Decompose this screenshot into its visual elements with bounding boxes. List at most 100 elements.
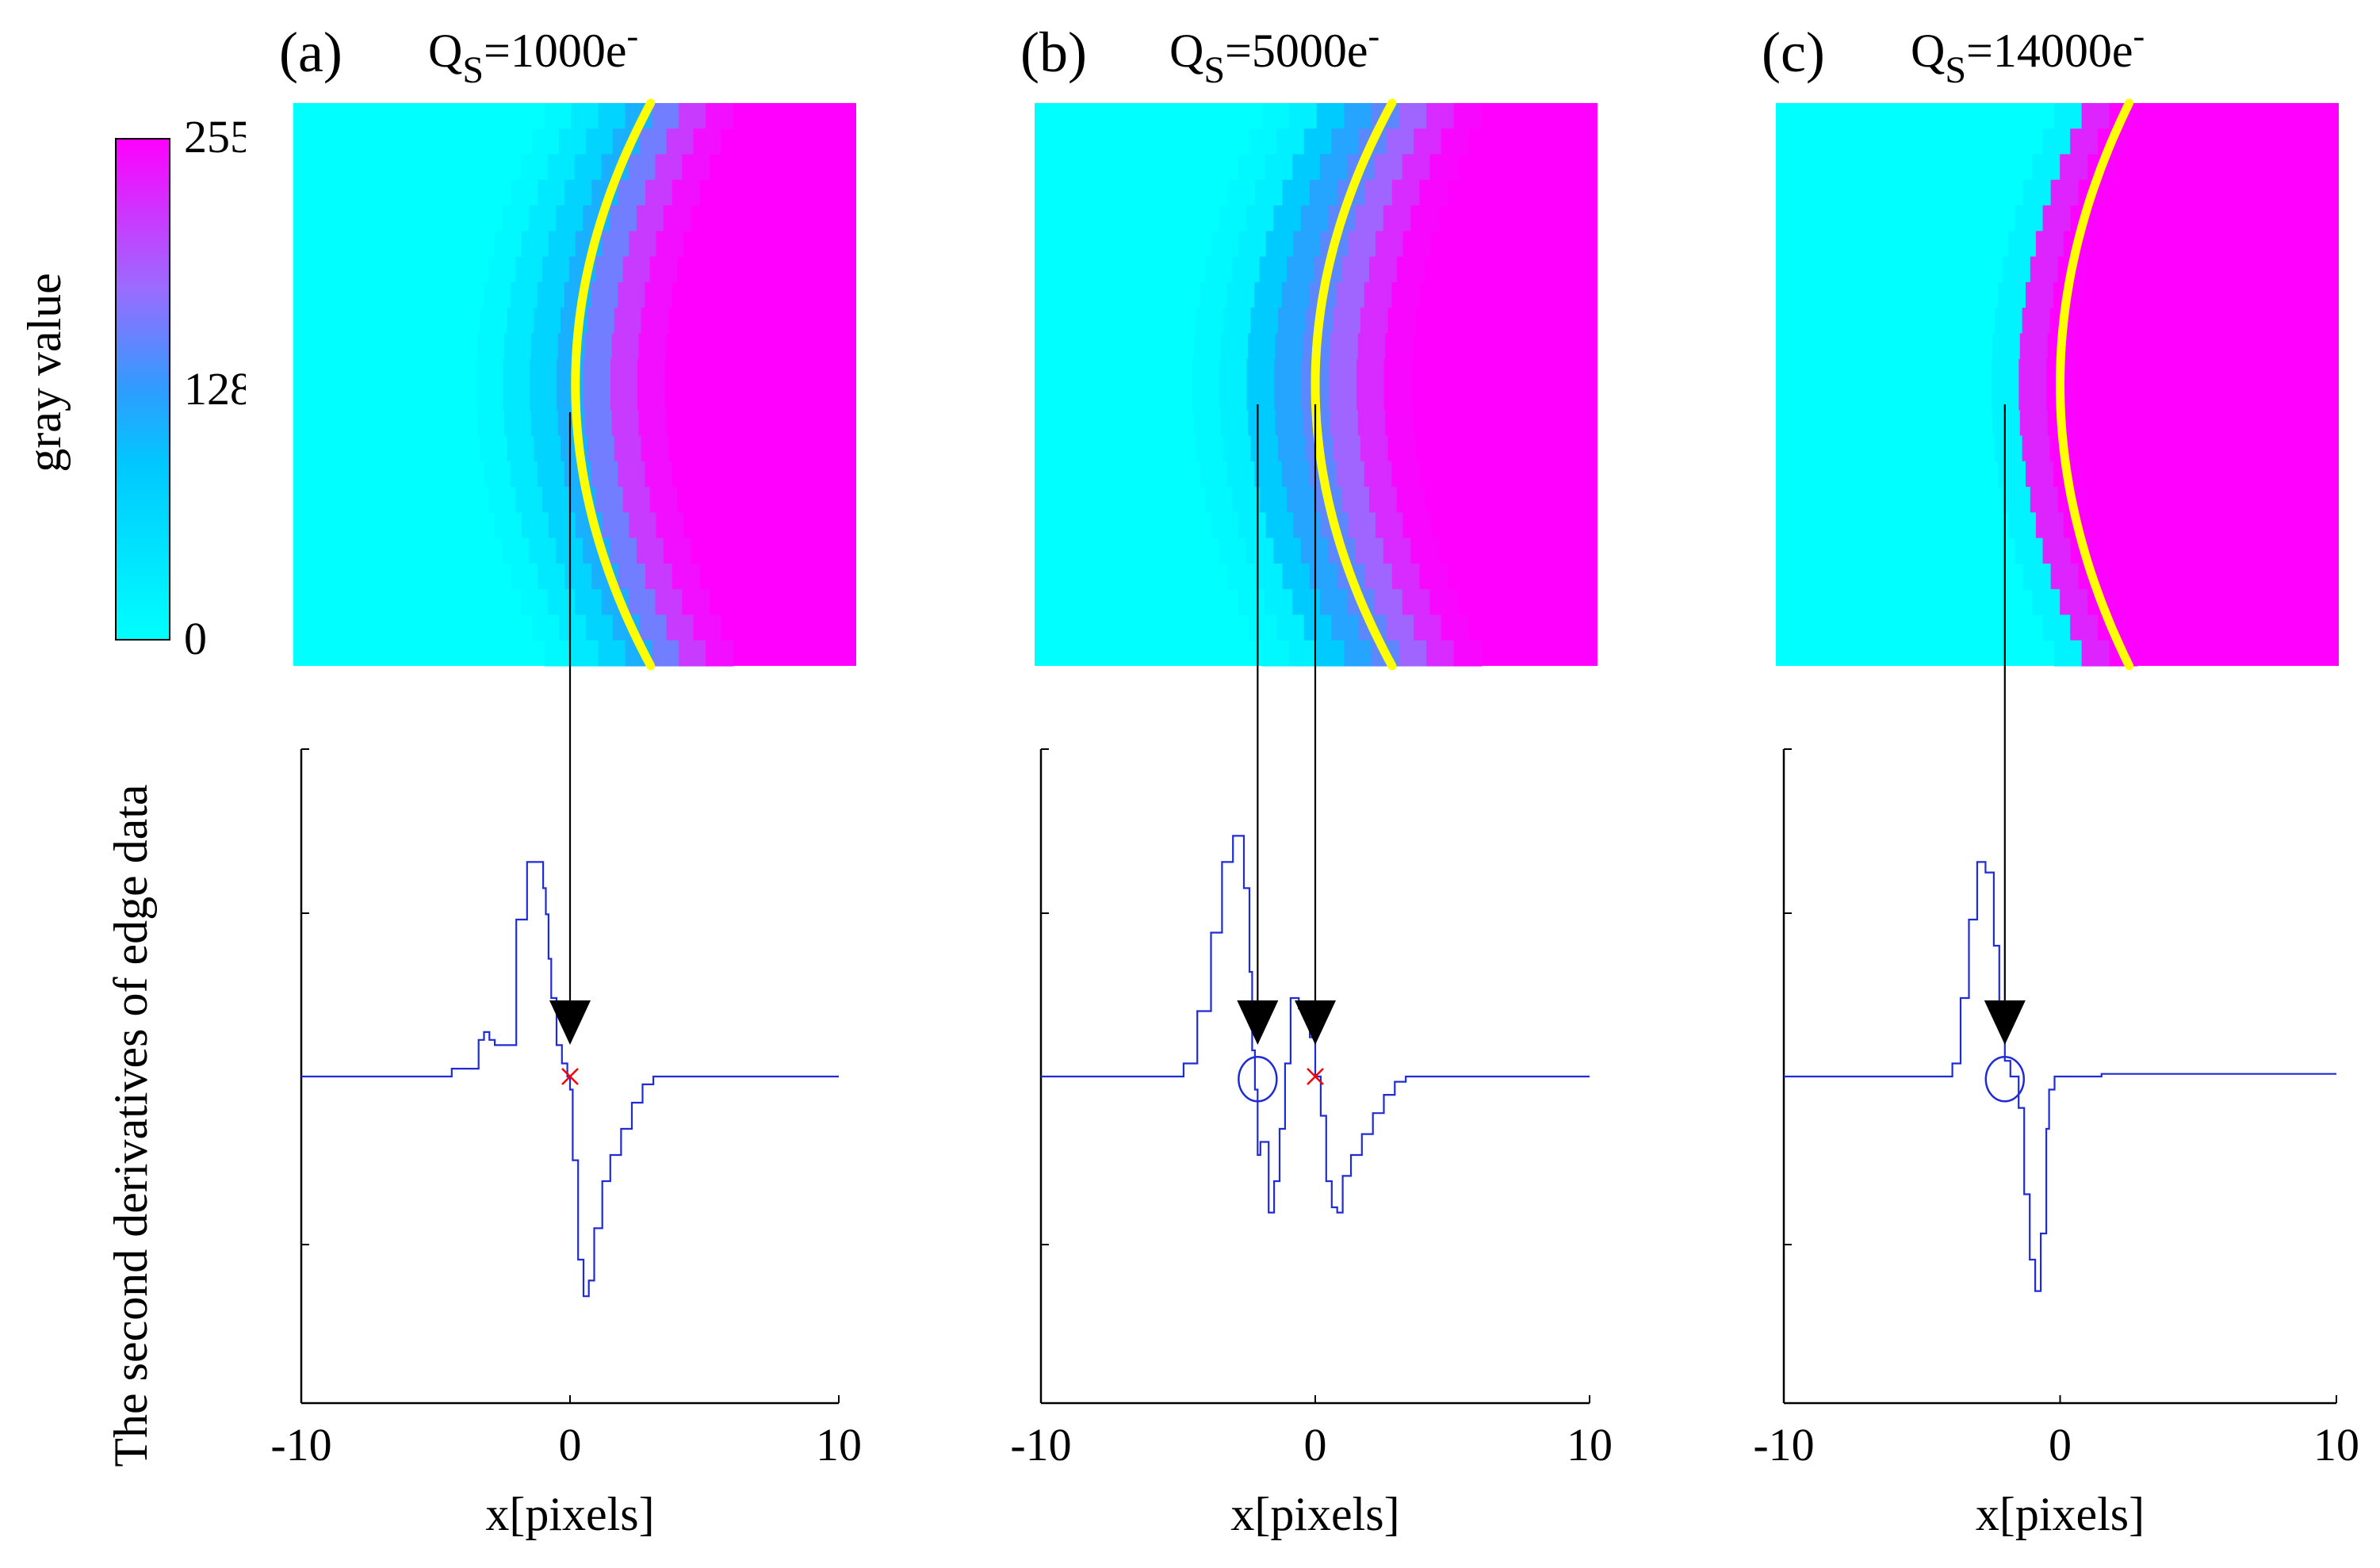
edge-pixel	[1419, 563, 1448, 590]
x-axis-label: x[pixels]	[1976, 1488, 2145, 1540]
edge-pixel	[1410, 537, 1439, 564]
edge-pixel	[1994, 435, 2023, 462]
edge-pixel	[629, 231, 657, 258]
edge-pixel	[521, 154, 549, 181]
edge-pixel	[504, 410, 532, 437]
edge-pixel	[1248, 333, 1276, 360]
edge-pixel	[1386, 128, 1415, 155]
edge-pixel	[645, 179, 673, 206]
edge-pixel	[602, 231, 630, 258]
q-symbol: Q	[1911, 25, 1945, 77]
edge-pixel	[564, 563, 593, 590]
edge-pixel	[1453, 103, 1483, 129]
edge-pixel	[1344, 640, 1372, 667]
edge-pixel	[1369, 487, 1398, 513]
edge-pixel	[1364, 461, 1393, 488]
edge-pixel	[1303, 614, 1333, 641]
edge-pixel	[2042, 205, 2072, 231]
edge-pixel	[530, 333, 559, 360]
edge-pixel	[2060, 154, 2089, 181]
edge-pixel	[1281, 461, 1311, 488]
edge-pixel	[1385, 333, 1414, 360]
image-mask-right	[1598, 103, 1653, 666]
edge-pixel	[1219, 384, 1248, 411]
edge-pixel	[538, 179, 566, 206]
edge-contour	[2056, 98, 2134, 671]
edge-pixel	[544, 640, 572, 667]
edge-pixel	[559, 614, 587, 641]
edge-pixel	[1245, 205, 1275, 231]
x-tick-label: 10	[2313, 1419, 2359, 1470]
edge-pixel	[2050, 563, 2080, 590]
edge-pixel	[1391, 281, 1420, 308]
edge-pixel	[706, 103, 734, 129]
axes: -10 0 10 x[pixels]	[270, 748, 862, 1540]
q-subscript: S	[462, 49, 484, 91]
edge-pixel	[488, 256, 517, 283]
edge-pixel	[564, 179, 593, 206]
edge-pixel	[645, 281, 673, 308]
edge-pixel	[2015, 537, 2044, 564]
colorbar-tick-0: 0	[184, 613, 207, 664]
edge-pixel	[1238, 154, 1266, 181]
image-mask-right	[2339, 103, 2380, 666]
edge-image	[246, 98, 912, 671]
edge-pixel	[611, 333, 640, 360]
edge-pixel	[476, 384, 504, 411]
edge-pixel	[542, 487, 570, 513]
edge-pixel	[1196, 308, 1224, 335]
edge-pixel	[595, 256, 624, 283]
edge-pixel	[1281, 281, 1311, 308]
edge-pixel	[1292, 154, 1321, 181]
edge-pixel	[584, 384, 611, 411]
edge-pixel	[2060, 589, 2089, 616]
edge-pixel	[1293, 512, 1322, 539]
edge-pixel	[614, 308, 642, 335]
edge-pixel	[1196, 435, 1224, 462]
edge-pixel	[587, 435, 615, 462]
edge-pixel	[637, 358, 665, 385]
edge-pixel	[1204, 256, 1234, 283]
x-tick-label: -10	[270, 1419, 331, 1470]
edge-pixel	[476, 358, 504, 385]
edge-pixel	[1992, 333, 2021, 360]
edge-pixel	[595, 487, 624, 513]
edge-pixel	[1200, 461, 1228, 488]
edge-pixel	[1357, 410, 1387, 437]
edge-pixel	[480, 308, 508, 335]
edge-pixel	[2003, 487, 2031, 513]
colorbar-gradient	[115, 138, 170, 641]
panel-2: (b) QS=5000e- -10 0 10 x[pixels]	[987, 17, 1653, 1540]
edge-pixel	[1265, 589, 1294, 616]
edge-pixel	[574, 154, 603, 181]
edge-pixel	[637, 537, 664, 564]
edge-pixel	[618, 281, 646, 308]
edge-pixel	[1319, 154, 1349, 181]
edge-pixel	[571, 103, 599, 129]
image-mask-left	[246, 103, 293, 666]
edge-pixel	[682, 154, 710, 181]
edge-pixel	[1274, 384, 1303, 411]
edge-pixel	[628, 589, 656, 616]
panel-3: (c) QS=14000e- -10 0 10 x[pixels]	[1728, 17, 2380, 1540]
edge-pixel	[1383, 537, 1412, 564]
edge-pixel	[1419, 179, 1448, 206]
edge-pixel	[503, 384, 531, 411]
panel-q-title: QS=1000e-	[428, 17, 638, 91]
edge-pixel	[1994, 308, 2023, 335]
x-tick-label: -10	[1753, 1419, 1814, 1470]
edge-pixel	[534, 308, 561, 335]
colorbar-tick-255: 255	[184, 111, 253, 163]
edge-pixel	[1387, 308, 1417, 335]
edge-pixel	[1250, 435, 1280, 462]
edge-pixel	[639, 614, 668, 641]
edge-pixel	[510, 461, 538, 488]
edge-pixel	[1396, 487, 1425, 513]
edge-image-bright-region	[2060, 103, 2339, 666]
edge-pixel	[510, 281, 538, 308]
edge-pixel	[2026, 461, 2054, 488]
edge-pixel	[530, 384, 558, 411]
edge-pixel	[2036, 512, 2064, 539]
edge-pixel	[477, 410, 505, 437]
colorbar: 255 128 0 gray value	[18, 111, 253, 664]
